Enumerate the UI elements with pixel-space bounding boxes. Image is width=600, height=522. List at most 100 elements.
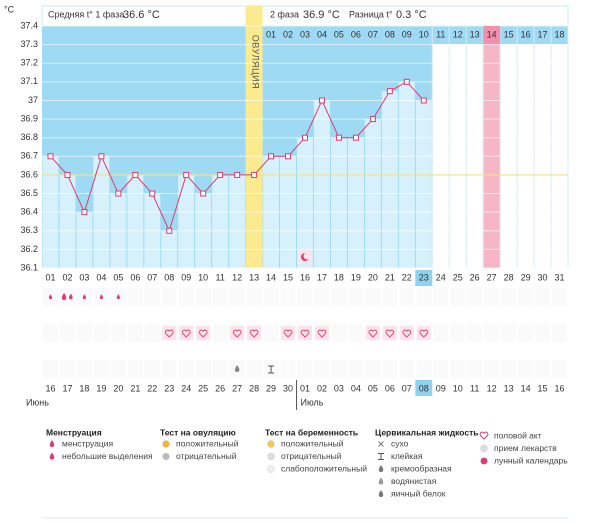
row-cell <box>93 324 109 342</box>
point <box>115 190 122 197</box>
x-tick-label: 28 <box>504 272 514 282</box>
x-tick-label: 23 <box>419 272 429 282</box>
legend-item: положительный <box>176 438 239 448</box>
row-cell <box>382 288 398 306</box>
point <box>335 134 342 141</box>
intercourse-bg <box>281 326 296 340</box>
highlight-column <box>483 26 501 268</box>
date-label: 29 <box>266 383 276 393</box>
row-cell <box>59 360 75 378</box>
bar <box>347 137 364 268</box>
legend-icon <box>49 440 55 447</box>
x-tick-label: 19 <box>351 272 361 282</box>
date-label: 02 <box>317 383 327 393</box>
date-label: 18 <box>79 383 89 393</box>
row-cell <box>314 288 330 306</box>
point <box>302 134 308 141</box>
phase2-day: 04 <box>317 29 327 39</box>
y-tick-label: 36.5 <box>20 188 38 198</box>
bar <box>415 100 432 268</box>
date-label: 25 <box>198 383 208 393</box>
row-cell <box>212 360 228 378</box>
bar <box>381 91 398 269</box>
legend-item: отрицательный <box>281 451 342 461</box>
phase2-highlight <box>483 26 501 44</box>
x-tick-label: 06 <box>130 272 140 282</box>
point <box>369 116 376 123</box>
row-cell <box>535 360 551 378</box>
legend-title: Менструация <box>46 427 102 437</box>
spotting-icon <box>116 294 120 300</box>
row-cell <box>450 324 466 342</box>
bar <box>76 212 93 268</box>
row-cell <box>110 360 126 378</box>
today-date <box>415 380 433 396</box>
month-label: Июнь <box>26 397 49 407</box>
intercourse-bg <box>230 326 245 340</box>
lunar-cut <box>303 252 311 260</box>
row-cell <box>161 360 177 378</box>
bar <box>127 174 144 268</box>
y-tick-label: 36.7 <box>20 151 38 161</box>
date-label: 06 <box>385 383 395 393</box>
y-tick-label: 36.1 <box>20 262 38 272</box>
phase1-value: 36.6 °C <box>123 9 160 21</box>
heart-icon <box>300 329 310 338</box>
x-tick-label: 04 <box>96 272 106 282</box>
row-cell <box>331 360 347 378</box>
legend-item: клейкая <box>391 451 423 461</box>
bar <box>59 174 76 268</box>
y-tick-label: 36.8 <box>20 132 38 142</box>
legend-icon <box>378 477 384 485</box>
date-label: 19 <box>96 383 106 393</box>
diff-value: 0.3 °C <box>396 9 427 21</box>
sticky-icon <box>268 365 275 374</box>
legend-icon <box>162 440 170 448</box>
date-label: 28 <box>249 383 259 393</box>
legend-item: яичный белок <box>391 488 446 498</box>
row-cell <box>178 360 194 378</box>
point <box>251 171 258 178</box>
row-cell <box>518 360 534 378</box>
row-cell <box>280 360 296 378</box>
spotting-icon <box>99 294 103 300</box>
row-cell <box>59 288 75 306</box>
y-tick-label: 36.9 <box>20 113 38 123</box>
date-label: 13 <box>504 383 514 393</box>
date-label: 15 <box>538 383 548 393</box>
bar <box>212 174 229 268</box>
legend-item: половой акт <box>494 430 542 440</box>
heart-icon <box>198 329 208 338</box>
heart-icon <box>232 329 242 338</box>
point <box>81 209 88 216</box>
row-cell <box>552 360 567 378</box>
legend-icon <box>267 452 275 461</box>
row-cell <box>535 288 551 306</box>
row-cell <box>433 324 449 342</box>
date-label: 21 <box>130 383 140 393</box>
menstruation-icon <box>61 293 67 300</box>
legend-icon <box>49 452 55 460</box>
x-tick-label: 30 <box>538 272 548 282</box>
legend-item: положительный <box>281 438 344 448</box>
date-label: 26 <box>215 383 225 393</box>
x-tick-label: 12 <box>232 272 242 282</box>
heart-icon <box>164 329 174 338</box>
legend-icon <box>479 431 489 440</box>
row-cell <box>399 288 415 306</box>
date-label: 16 <box>45 383 55 393</box>
row-cell <box>280 288 296 306</box>
x-tick-label: 02 <box>62 272 72 282</box>
phase2-day: 13 <box>470 29 480 39</box>
point <box>47 153 54 160</box>
spotting-icon <box>82 294 86 300</box>
point <box>149 190 156 197</box>
intercourse-bg <box>247 326 262 340</box>
heart-icon <box>368 329 378 338</box>
heart-icon <box>181 329 191 338</box>
phase2-day: 03 <box>300 29 310 39</box>
row-cell <box>161 288 177 306</box>
y-tick-label: 36.6 <box>20 169 38 179</box>
date-label: 01 <box>300 383 310 393</box>
heart-icon <box>249 329 259 338</box>
